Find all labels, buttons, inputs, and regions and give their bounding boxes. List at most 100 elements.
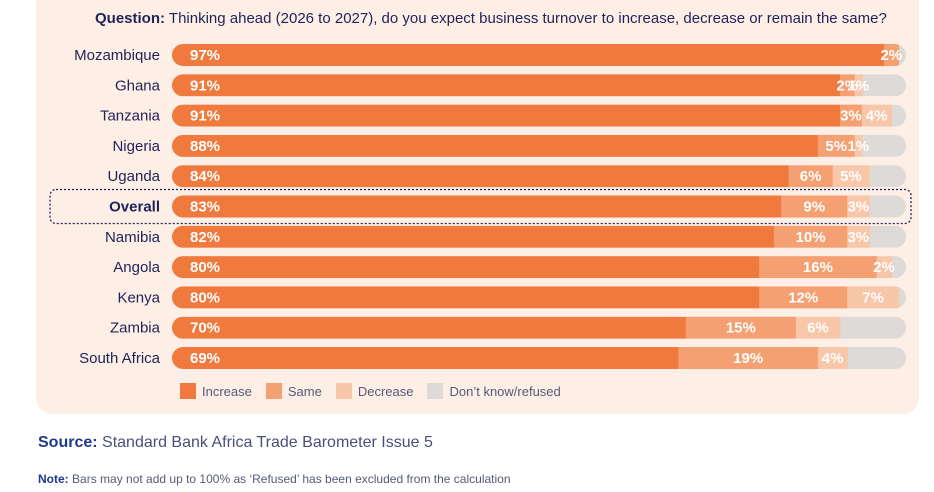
bar-segment-same <box>685 316 797 339</box>
category-label-namibia: Namibia <box>105 229 161 246</box>
bar-row-zambia <box>172 316 906 339</box>
bar-segment-increase <box>172 256 760 279</box>
data-label-increase: 83% <box>190 199 220 216</box>
category-label-ghana: Ghana <box>115 77 161 94</box>
category-label-nigeria: Nigeria <box>112 138 160 155</box>
legend-label-decrease: Decrease <box>357 383 414 399</box>
data-label-decrease: 5% <box>840 168 862 185</box>
legend-swatch-decrease <box>335 383 352 399</box>
category-label-kenya: Kenya <box>117 289 160 306</box>
bar-segment-increase <box>172 286 760 309</box>
bar-segment-decrease <box>854 134 863 157</box>
bar-segment-decrease <box>847 195 870 218</box>
bar-segment-same <box>839 74 856 97</box>
data-label-same: 10% <box>796 229 826 246</box>
data-label-same: 12% <box>788 289 818 306</box>
category-label-uganda: Uganda <box>107 168 160 185</box>
bar-segment-same <box>759 256 878 279</box>
legend-label-dont-know: Don’t know/refused <box>449 383 561 399</box>
bar-segment-increase <box>172 225 775 248</box>
data-label-decrease: 4% <box>822 350 844 367</box>
category-label-south-africa: South Africa <box>79 350 161 367</box>
question-label: Question: <box>95 10 165 27</box>
data-label-increase: 82% <box>190 229 220 246</box>
bar-segment-same <box>788 165 834 188</box>
bar-row-uganda <box>172 165 906 188</box>
bar-row-mozambique <box>172 44 906 66</box>
data-label-increase: 91% <box>190 108 220 125</box>
note-line: Note: Bars may not add up to 100% as ‘Re… <box>38 472 511 486</box>
legend-label-same: Same <box>287 383 322 399</box>
data-label-increase: 91% <box>190 77 220 94</box>
category-label-tanzania: Tanzania <box>100 108 161 125</box>
data-label-increase: 80% <box>190 289 220 306</box>
data-label-same: 19% <box>733 350 763 367</box>
legend-item-same: Same <box>265 383 322 399</box>
data-label-decrease: 1% <box>847 138 869 155</box>
bar-segment-decrease <box>854 74 863 97</box>
legend-swatch-same <box>265 383 282 399</box>
chart-legend: Increase Same Decrease Don’t know/refuse… <box>180 383 561 399</box>
data-label-same: 15% <box>726 320 756 337</box>
legend-swatch-increase <box>180 383 196 399</box>
data-label-increase: 80% <box>190 259 220 276</box>
bar-row-angola <box>172 256 906 279</box>
data-label-decrease: 7% <box>862 289 884 306</box>
bar-row-kenya <box>172 286 906 309</box>
highlight-box-overall <box>49 188 912 225</box>
source-line: Source: Standard Bank Africa Trade Barom… <box>38 434 433 452</box>
bar-segment-increase <box>172 134 819 157</box>
bar-segment-same <box>781 195 848 218</box>
chart-question: Question: Thinking ahead (2026 to 2027),… <box>95 10 887 27</box>
bar-segment-same <box>773 225 848 248</box>
bar-segment-decrease <box>847 286 900 309</box>
source-text: Standard Bank Africa Trade Barometer Iss… <box>102 434 433 451</box>
bar-row-south-africa <box>172 347 906 369</box>
bar-segment-decrease <box>861 104 892 127</box>
data-label-same: 5% <box>825 138 847 155</box>
note-label: Note: <box>38 472 69 486</box>
category-label-angola: Angola <box>113 259 160 276</box>
data-label-increase: 88% <box>190 138 220 155</box>
data-label-same: 2% <box>880 47 902 64</box>
category-label-zambia: Zambia <box>110 320 161 337</box>
data-label-increase: 70% <box>190 320 220 337</box>
question-text: Thinking ahead (2026 to 2027), do you ex… <box>168 10 887 27</box>
data-label-decrease: 4% <box>866 108 888 125</box>
bar-segment-increase <box>172 74 841 97</box>
data-label-same: 2% <box>836 77 858 94</box>
bar-segment-decrease <box>847 225 870 248</box>
data-label-decrease: 6% <box>807 320 829 337</box>
bar-segment-same <box>759 286 848 309</box>
legend-item-increase: Increase <box>180 383 252 399</box>
bar-segment-decrease <box>876 256 892 279</box>
data-label-decrease: 3% <box>847 199 869 216</box>
legend-label-increase: Increase <box>202 383 252 399</box>
bar-segment-decrease <box>832 165 870 188</box>
bar-segment-same <box>817 134 856 157</box>
bar-segment-increase <box>172 316 687 339</box>
bar-row-overall <box>172 195 906 218</box>
data-label-increase: 84% <box>190 168 220 185</box>
bar-segment-increase <box>172 44 885 66</box>
bar-row-tanzania <box>172 104 906 127</box>
bar-segment-same <box>839 104 863 127</box>
legend-item-decrease: Decrease <box>335 383 414 399</box>
legend-item-dont-know: Don’t know/refused <box>427 383 561 399</box>
data-label-same: 6% <box>800 168 822 185</box>
bar-row-ghana <box>172 74 906 97</box>
bar-segment-same <box>883 44 900 66</box>
bar-row-namibia <box>172 225 906 248</box>
data-label-increase: 97% <box>190 47 220 64</box>
bar-row-nigeria <box>172 134 906 157</box>
bar-segment-increase <box>172 347 679 369</box>
source-label: Source: <box>38 434 98 451</box>
category-label-overall: Overall <box>109 199 160 216</box>
note-text: Bars may not add up to 100% as ‘Refused’… <box>72 472 511 486</box>
bar-segment-increase <box>172 165 790 188</box>
data-label-increase: 69% <box>190 350 220 367</box>
category-label-mozambique: Mozambique <box>74 47 160 64</box>
bar-segment-decrease <box>817 347 848 369</box>
bar-segment-decrease <box>795 316 841 339</box>
